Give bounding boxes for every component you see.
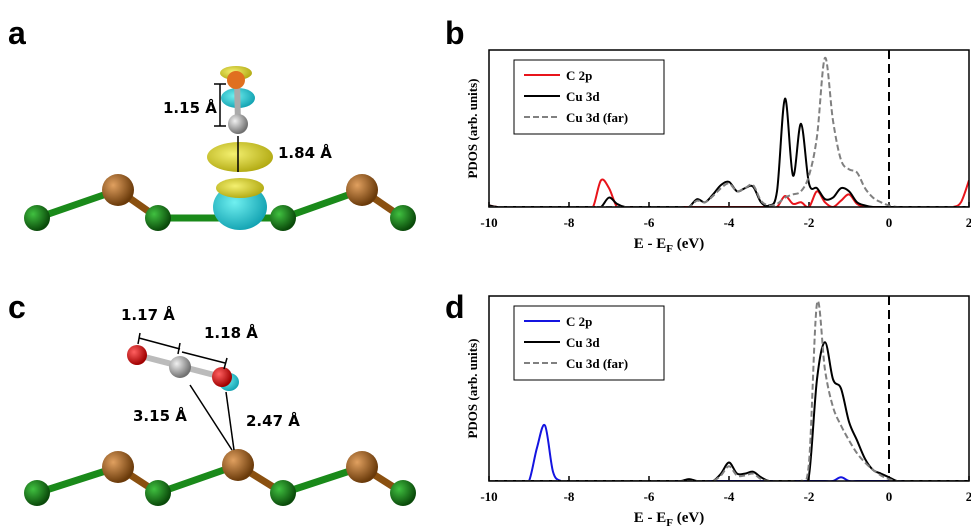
x-axis-label: E - EF (eV)	[634, 510, 704, 529]
structure-c: 1.17 Å 1.18 Å 3.15 Å 2.47 Å	[24, 305, 416, 506]
x-tick-label: -6	[644, 215, 655, 230]
panel-label: a	[8, 15, 26, 51]
legend-label: Cu 3d (far)	[566, 110, 628, 125]
legend-label: C 2p	[566, 68, 592, 83]
x-tick-label: 0	[886, 489, 893, 504]
legend-label: Cu 3d	[566, 335, 600, 350]
pdos-chart: -10 -8 -6 -4 -2 0 2 C 2p Cu 3d Cu 3d (far) PDOS (a…	[465, 296, 971, 529]
x-tick-label: 2	[966, 489, 971, 504]
x-axis-label: E - EF (eV)	[634, 236, 704, 255]
legend-label: Cu 3d	[566, 89, 600, 104]
x-tick-label: -10	[480, 489, 497, 504]
x-tick-label: 0	[886, 215, 893, 230]
x-axis-label-tail: (eV)	[673, 236, 704, 252]
distance-label: 1.18 Å	[204, 323, 258, 342]
legend-label: Cu 3d (far)	[566, 356, 628, 371]
legend: C 2p Cu 3d Cu 3d (far)	[514, 306, 664, 380]
pdos-line	[489, 425, 969, 484]
x-tick-label: -6	[644, 489, 655, 504]
legend: C 2p Cu 3d Cu 3d (far)	[514, 60, 664, 134]
x-tick-label: -2	[804, 215, 815, 230]
figure: a b c d 1.15 Å 1.84 Å	[0, 0, 971, 529]
x-tick-label: 2	[966, 215, 971, 230]
panel-label: b	[445, 15, 465, 51]
x-axis-label-tail: (eV)	[673, 510, 704, 526]
x-tick-label: -8	[564, 215, 575, 230]
legend-label: C 2p	[566, 314, 592, 329]
x-axis-label-main: E - E	[634, 510, 667, 526]
distance-label: 1.84 Å	[278, 143, 332, 162]
structure-a: 1.15 Å 1.84 Å	[24, 66, 416, 231]
x-tick-label: -10	[480, 215, 497, 230]
x-tick-label: -8	[564, 489, 575, 504]
distance-label: 1.15 Å	[163, 98, 217, 117]
distance-label: 3.15 Å	[133, 406, 187, 425]
x-tick-label: -4	[724, 215, 735, 230]
x-axis-label-main: E - E	[634, 236, 667, 252]
x-tick-label: -2	[804, 489, 815, 504]
x-tick-label: -4	[724, 489, 735, 504]
distance-label: 2.47 Å	[246, 411, 300, 430]
panel-label: c	[8, 289, 26, 325]
y-axis-label: PDOS (arb. units)	[465, 78, 480, 178]
y-axis-label: PDOS (arb. units)	[465, 338, 480, 438]
pdos-chart: -10 -8 -6 -4 -2 0 2 C 2p Cu 3d Cu 3d (far) PDOS (a…	[465, 50, 971, 255]
page: a b c d 1.15 Å 1.84 Å	[0, 0, 971, 529]
distance-label: 1.17 Å	[121, 305, 175, 324]
panel-label: d	[445, 289, 465, 325]
